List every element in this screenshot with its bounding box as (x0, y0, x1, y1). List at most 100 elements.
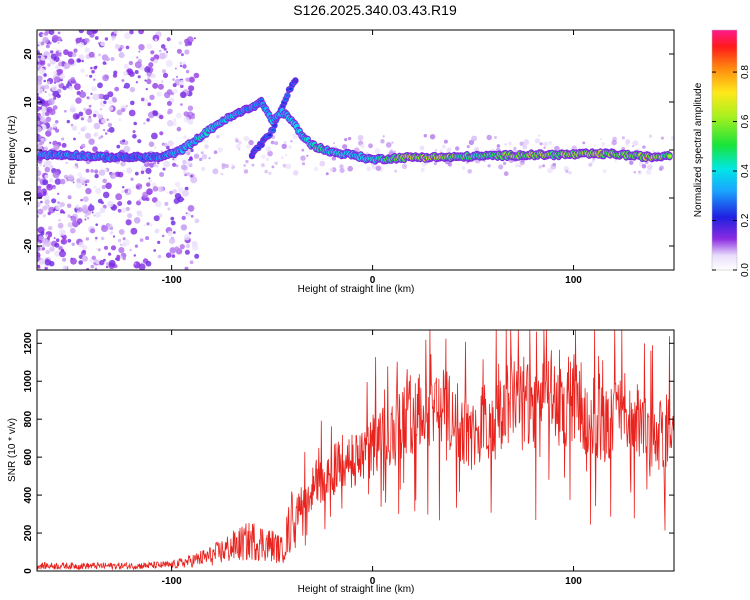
colorbar-tick-label: 0.0 (740, 263, 750, 277)
noise-speckle (136, 200, 141, 206)
noise-speckle (123, 145, 131, 153)
noise-speckle (111, 96, 117, 102)
noise-speckle (187, 205, 195, 212)
noise-speckle (163, 160, 171, 168)
noise-speckle (67, 174, 74, 181)
noise-speckle (38, 67, 46, 75)
noise-speckle (37, 177, 41, 181)
noise-speckle (95, 247, 99, 251)
noise-speckle (232, 165, 236, 168)
noise-speckle (163, 47, 167, 51)
noise-speckle (98, 136, 102, 140)
noise-speckle (39, 163, 42, 167)
noise-speckle (118, 229, 125, 235)
noise-speckle (157, 161, 160, 165)
noise-speckle (102, 178, 107, 184)
noise-speckle (177, 187, 184, 194)
noise-speckle (172, 189, 177, 194)
noise-speckle (94, 169, 99, 174)
noise-speckle (173, 118, 177, 122)
noise-speckle (116, 254, 121, 259)
noise-speckle (100, 41, 106, 47)
noise-speckle (534, 138, 541, 144)
noise-speckle (48, 225, 53, 231)
noise-speckle (281, 143, 287, 149)
noise-speckle (201, 154, 208, 160)
noise-speckle (76, 58, 81, 63)
noise-speckle (134, 244, 138, 248)
noise-speckle (37, 226, 45, 234)
noise-speckle (37, 214, 40, 218)
noise-speckle (49, 231, 52, 234)
noise-speckle (97, 42, 100, 45)
noise-speckle (625, 139, 631, 144)
noise-speckle (292, 133, 299, 139)
noise-speckle (106, 118, 109, 122)
noise-speckle (71, 125, 78, 131)
noise-speckle (107, 91, 114, 98)
noise-speckle (66, 203, 72, 209)
noise-speckle (160, 80, 164, 83)
noise-speckle (145, 65, 150, 70)
noise-speckle (467, 169, 473, 174)
noise-speckle (122, 169, 125, 173)
noise-speckle (47, 211, 51, 216)
noise-speckle (44, 199, 50, 205)
noise-speckle (90, 169, 94, 173)
noise-speckle (110, 226, 114, 230)
noise-speckle (80, 127, 85, 132)
primary-ridge-core (667, 154, 672, 158)
noise-speckle (374, 148, 381, 154)
noise-speckle (136, 56, 139, 59)
noise-speckle (621, 136, 626, 140)
noise-speckle (504, 143, 507, 146)
y-tick-label: 400 (23, 486, 34, 503)
noise-speckle (103, 100, 107, 105)
noise-speckle (84, 47, 91, 53)
noise-speckle (441, 144, 446, 149)
noise-speckle (221, 166, 225, 170)
x-tick-label: 0 (370, 576, 376, 587)
noise-speckle (193, 72, 200, 79)
noise-speckle (110, 57, 115, 61)
noise-speckle (119, 243, 123, 246)
noise-speckle (108, 259, 116, 267)
noise-speckle (150, 57, 155, 62)
noise-speckle (82, 204, 88, 210)
noise-speckle (339, 167, 345, 173)
noise-speckle (78, 241, 85, 248)
noise-speckle (65, 161, 68, 164)
noise-speckle (130, 100, 135, 106)
noise-speckle (37, 120, 40, 124)
noise-speckle (420, 167, 425, 172)
noise-speckle (220, 172, 224, 176)
noise-speckle (153, 215, 160, 222)
noise-speckle (111, 37, 115, 41)
noise-speckle (188, 76, 195, 83)
noise-speckle (67, 238, 72, 243)
noise-speckle (391, 141, 394, 144)
noise-speckle (52, 90, 60, 98)
noise-speckle (134, 262, 137, 265)
y-tick-label: 0 (23, 568, 34, 574)
noise-speckle (125, 207, 130, 211)
noise-speckle (47, 63, 51, 67)
noise-speckle (174, 246, 179, 251)
noise-speckle (568, 171, 572, 175)
noise-speckle (115, 257, 118, 261)
noise-speckle (93, 113, 97, 118)
secondary-ridge-core (250, 154, 254, 157)
noise-speckle (208, 157, 211, 160)
noise-speckle (180, 103, 183, 106)
noise-speckle (145, 236, 150, 241)
noise-speckle (58, 246, 62, 250)
noise-speckle (446, 147, 452, 153)
noise-speckle (117, 201, 123, 207)
noise-speckle (245, 159, 249, 164)
noise-speckle (154, 228, 160, 234)
noise-speckle (57, 31, 61, 35)
snr-x-label: Height of straight line (km) (298, 584, 415, 595)
noise-speckle (48, 93, 52, 97)
noise-speckle (360, 144, 365, 149)
noise-speckle (42, 179, 49, 186)
